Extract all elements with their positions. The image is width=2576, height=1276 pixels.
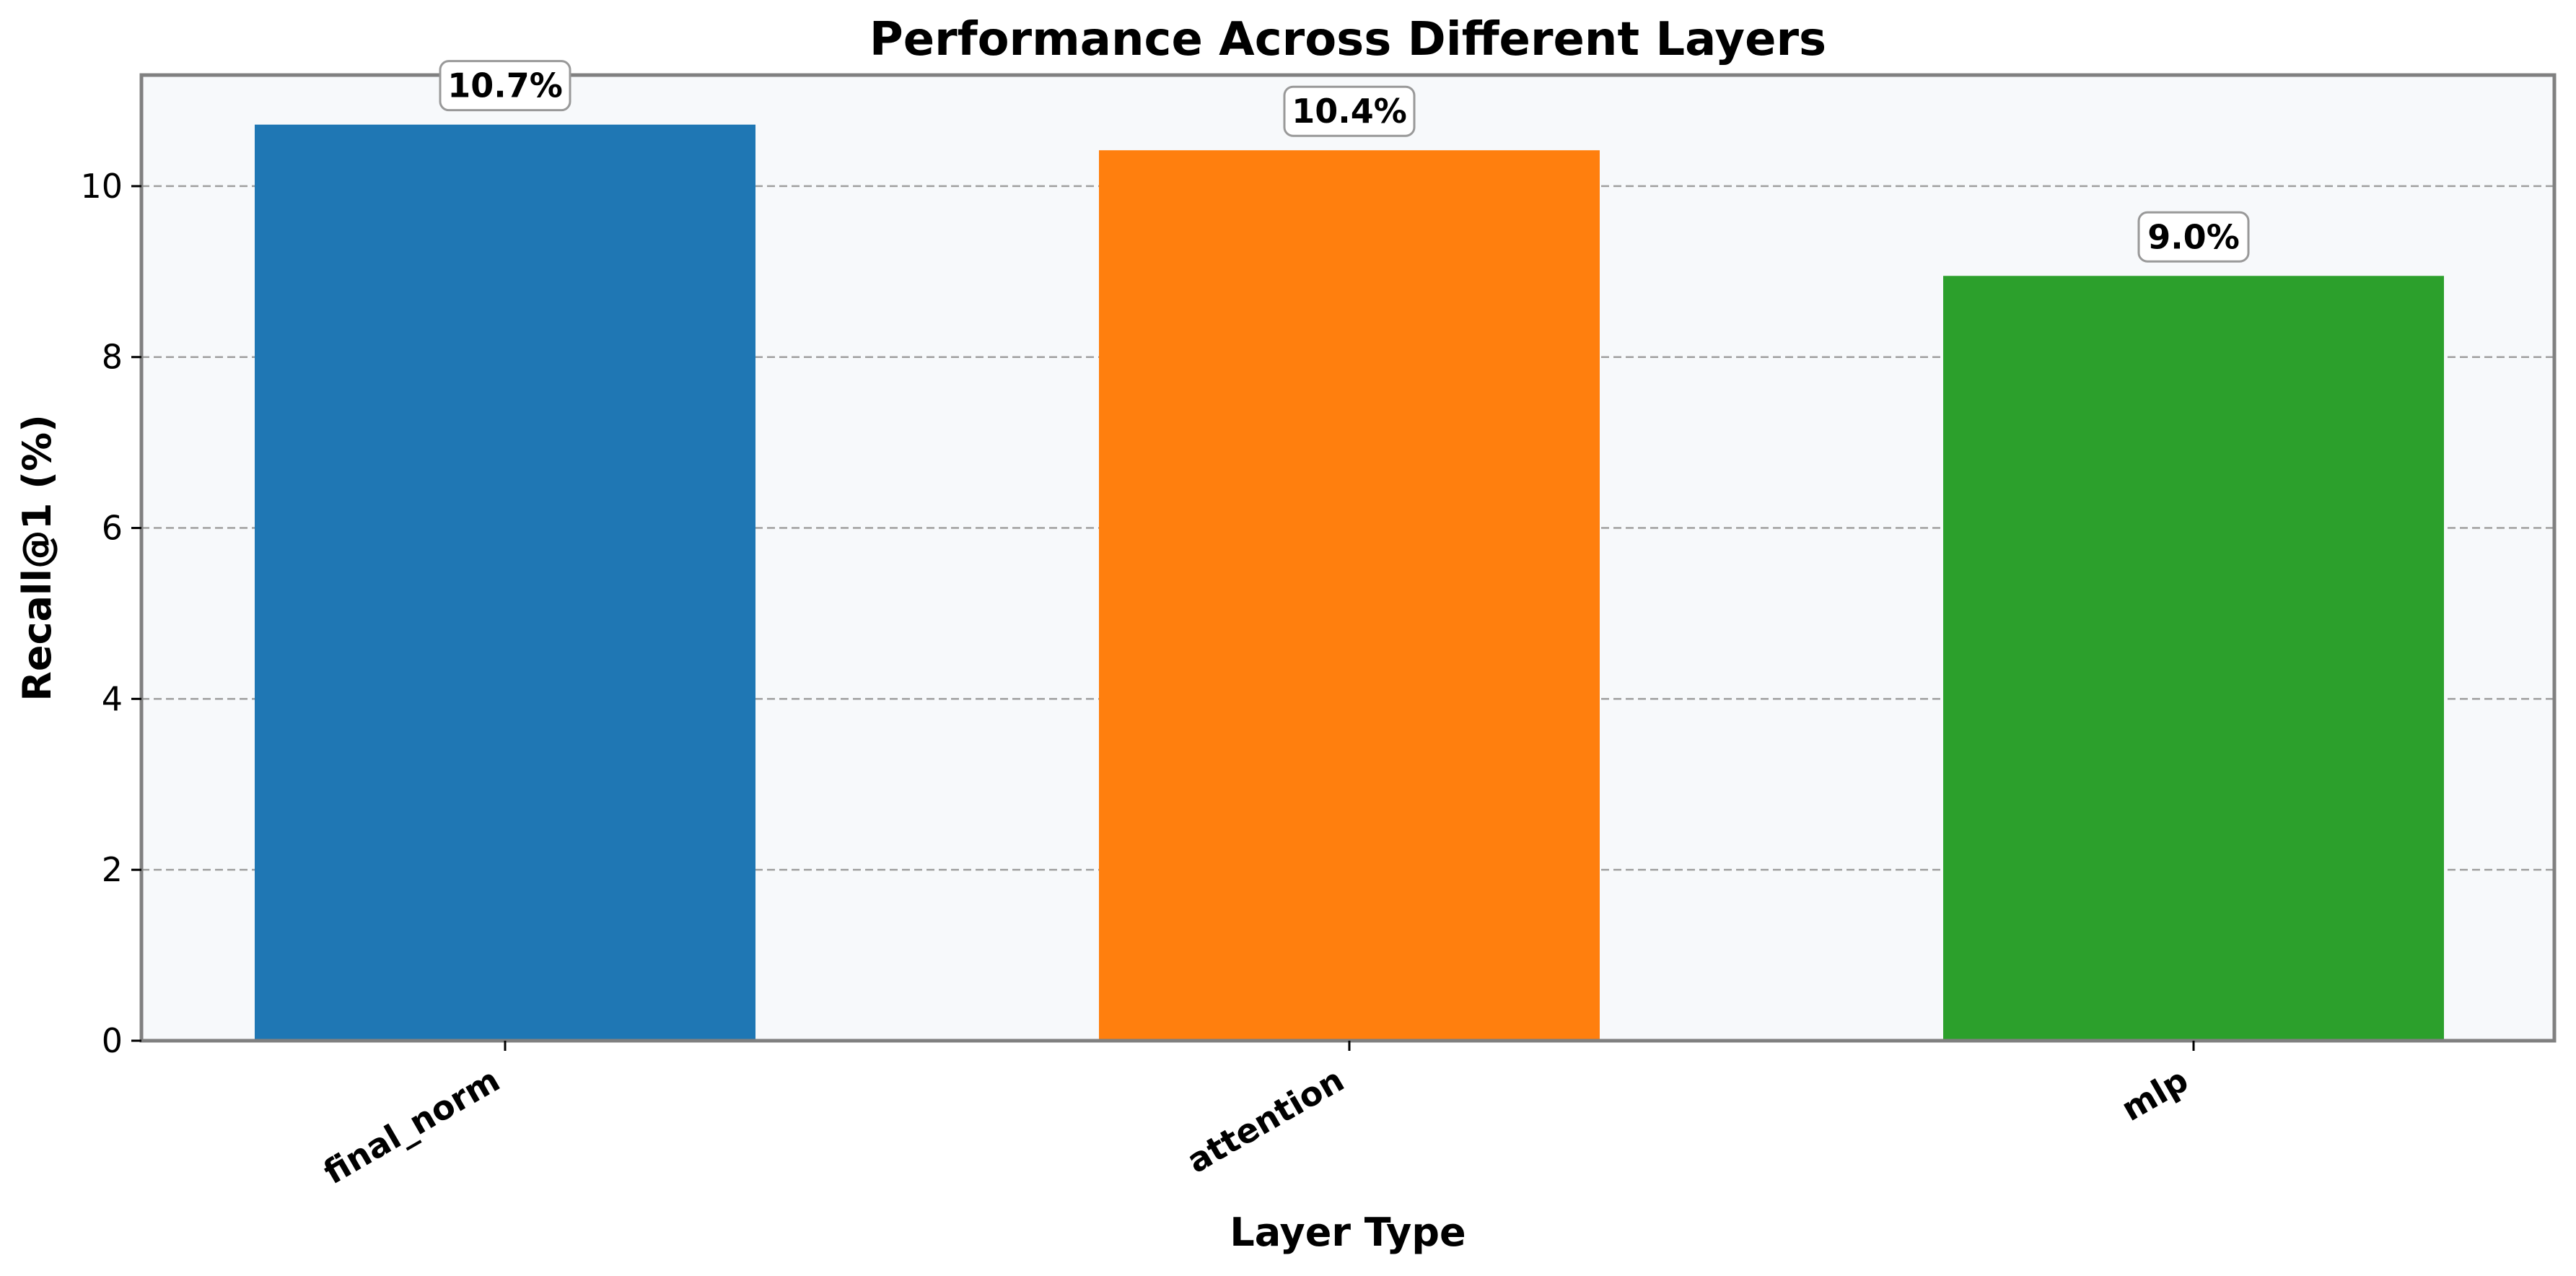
y-tick-label: 8 bbox=[102, 338, 123, 377]
bar-mlp bbox=[1943, 276, 2444, 1041]
value-label-box bbox=[1283, 85, 1416, 137]
value-label-box bbox=[2137, 211, 2250, 263]
y-tick-label: 6 bbox=[102, 509, 123, 548]
y-tick-label: 2 bbox=[102, 850, 123, 889]
bar-attention bbox=[1099, 150, 1600, 1041]
bar-final-norm bbox=[255, 124, 755, 1041]
y-axis-label: Recall@1 (%) bbox=[14, 414, 60, 702]
chart-title: Performance Across Different Layers bbox=[869, 13, 1826, 66]
y-axis-ticks: 0 2 4 6 8 10 bbox=[80, 167, 141, 1060]
value-labels: 10.7% 10.4% 9.0% bbox=[439, 60, 2250, 263]
y-tick-label: 10 bbox=[80, 167, 123, 206]
y-tick-label: 0 bbox=[102, 1021, 123, 1060]
value-label: 10.7% bbox=[447, 66, 563, 105]
x-axis-label: Layer Type bbox=[1230, 1210, 1466, 1255]
value-label: 10.4% bbox=[1292, 92, 1407, 131]
value-label: 9.0% bbox=[2147, 217, 2240, 256]
bars bbox=[255, 124, 2444, 1041]
value-label-box bbox=[439, 60, 571, 112]
plot-frame bbox=[139, 73, 2557, 1043]
y-tick-label: 4 bbox=[102, 679, 123, 718]
